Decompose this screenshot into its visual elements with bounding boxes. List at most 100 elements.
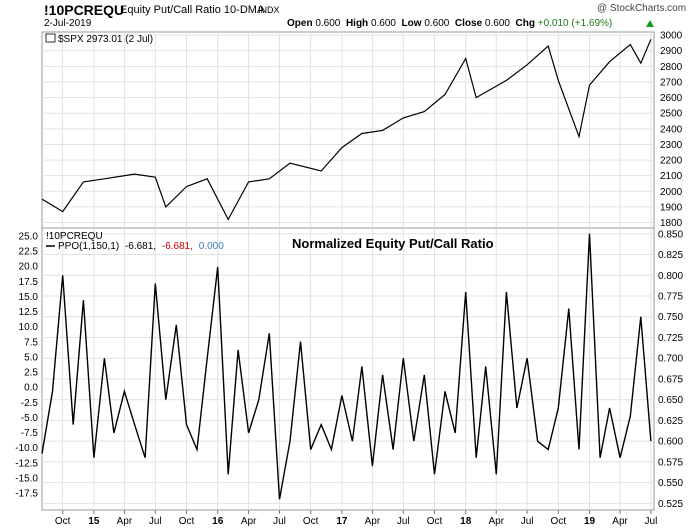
putcall-grid <box>42 228 654 510</box>
x-tick-label: Jul <box>397 516 410 527</box>
x-tick-label: Apr <box>612 516 628 527</box>
x-tick-label: 18 <box>460 516 472 527</box>
ppo-y-tick-label: 10.0 <box>19 322 39 333</box>
ppo-y-tick-label: 7.5 <box>24 337 38 348</box>
x-axis: Oct 15 Apr Jul Oct 16 Apr Jul Oct 17 Apr Jul Oct 18 Ap… <box>55 510 657 527</box>
symbol-title: !10PCREQU <box>44 2 125 18</box>
ratio-y-axis: 0.850 0.825 0.800 0.775 0.750 0.725 0.700 0.675… <box>658 229 683 510</box>
ppo-y-tick-label: 0.0 <box>24 383 38 394</box>
x-tick-label: 19 <box>584 516 596 527</box>
spx-y-tick-label: 2500 <box>660 109 683 120</box>
chg-label: Chg <box>515 18 535 29</box>
spx-y-tick-label: 2400 <box>660 124 683 135</box>
putcall-panel-title: Normalized Equity Put/Call Ratio <box>292 236 494 251</box>
ratio-y-tick-label: 0.600 <box>658 437 683 448</box>
symbol-description: Equity Put/Call Ratio 10-DMA <box>120 4 265 16</box>
ppo-y-tick-label: 25.0 <box>19 232 39 243</box>
x-tick-label: Jul <box>149 516 162 527</box>
spx-price-line <box>41 39 652 221</box>
x-tick-label: Oct <box>179 516 195 527</box>
spx-y-tick-label: 2300 <box>660 140 683 151</box>
ohlc-readout: Open 0.600 High 0.600 Low 0.600 Close 0.… <box>287 18 612 29</box>
high-value: 0.600 <box>370 18 396 29</box>
spx-y-tick-label: 2900 <box>660 46 683 57</box>
ppo-y-tick-label: -10.0 <box>15 443 38 454</box>
date-label: 2-Jul-2019 <box>44 18 92 29</box>
putcall-legend-symbol: !10PCREQU <box>46 231 103 242</box>
ratio-y-tick-label: 0.625 <box>658 416 683 427</box>
ratio-y-tick-label: 0.675 <box>658 374 683 385</box>
spx-y-tick-label: 3000 <box>660 31 683 42</box>
ppo-y-tick-label: -15.0 <box>15 473 38 484</box>
x-tick-label: Apr <box>117 516 133 527</box>
ppo-signal-value: -6.681, <box>162 241 193 252</box>
ratio-y-tick-label: 0.550 <box>658 478 683 489</box>
open-value: 0.600 <box>315 18 341 29</box>
exchange-label: INDX <box>258 5 280 15</box>
spx-panel: 1800 1900 2000 2100 2200 2300 2400 2500 2600 2700… <box>41 31 683 229</box>
x-tick-label: Oct <box>427 516 443 527</box>
spx-y-axis: 1800 1900 2000 2100 2200 2300 2400 2500 2600 2700… <box>660 31 683 229</box>
spx-y-tick-label: 2200 <box>660 156 683 167</box>
putcall-panel: 25.0 22.5 20.0 17.5 15.0 12.5 10.0 7.5 5.0 2.5 0.0… <box>15 227 683 511</box>
ppo-y-tick-label: 15.0 <box>19 292 39 303</box>
x-tick-label: Jul <box>273 516 286 527</box>
ppo-y-tick-label: 17.5 <box>19 277 39 288</box>
putcall-ratio-line <box>41 233 652 500</box>
x-tick-label: Oct <box>551 516 567 527</box>
ppo-y-tick-label: 20.0 <box>19 262 39 273</box>
spx-y-tick-label: 2700 <box>660 77 683 88</box>
chart-header: !10PCREQU Equity Put/Call Ratio 10-DMA I… <box>0 0 700 34</box>
ratio-y-tick-label: 0.850 <box>658 229 683 240</box>
ppo-y-tick-label: 5.0 <box>24 352 38 363</box>
x-tick-label: 15 <box>88 516 100 527</box>
ratio-y-tick-label: 0.800 <box>658 271 683 282</box>
spx-y-tick-label: 2100 <box>660 171 683 182</box>
ppo-y-tick-label: -7.5 <box>21 428 39 439</box>
low-label: Low <box>401 18 422 29</box>
ratio-y-tick-label: 0.650 <box>658 395 683 406</box>
ratio-y-tick-label: 0.825 <box>658 250 683 261</box>
stockcharts-watermark: @ StockCharts.com <box>597 3 687 14</box>
x-tick-label: Oct <box>303 516 319 527</box>
close-label: Close <box>454 18 483 29</box>
spx-y-tick-label: 1900 <box>660 202 683 213</box>
ppo-legend-value: -6.681, <box>125 241 156 252</box>
spx-legend: $SPX 2973.01 (2 Jul) <box>58 34 153 45</box>
spx-y-tick-label: 2600 <box>660 93 683 104</box>
spx-y-tick-label: 2000 <box>660 187 683 198</box>
close-value: 0.600 <box>484 18 510 29</box>
open-label: Open <box>287 18 313 29</box>
ppo-y-tick-label: 2.5 <box>24 368 38 379</box>
ppo-legend: PPO(1,150,1) -6.681, -6.681, 0.000 <box>58 241 224 252</box>
ratio-y-tick-label: 0.775 <box>658 292 683 303</box>
ppo-y-tick-label: -2.5 <box>21 398 39 409</box>
x-tick-label: Apr <box>241 516 257 527</box>
ratio-y-tick-label: 0.575 <box>658 457 683 468</box>
x-tick-label: Apr <box>365 516 381 527</box>
spx-y-tick-label: 2800 <box>660 62 683 73</box>
spx-panel-frame <box>41 31 655 229</box>
ppo-y-tick-label: -17.5 <box>15 489 38 500</box>
ratio-y-tick-label: 0.750 <box>658 312 683 323</box>
chart-style-icon <box>45 33 56 43</box>
x-tick-label: Jul <box>521 516 534 527</box>
high-label: High <box>345 18 369 29</box>
ppo-y-tick-label: -12.5 <box>15 458 38 469</box>
ratio-y-tick-label: 0.725 <box>658 333 683 344</box>
ratio-y-tick-label: 0.700 <box>658 354 683 365</box>
spx-y-tick-label: 1800 <box>660 218 683 229</box>
low-value: 0.600 <box>424 18 450 29</box>
ppo-y-tick-label: 12.5 <box>19 307 39 318</box>
ppo-y-tick-label: 22.5 <box>19 247 39 258</box>
x-tick-label: Apr <box>488 516 504 527</box>
up-arrow-icon <box>646 20 654 27</box>
x-tick-label: Oct <box>55 516 71 527</box>
ppo-y-axis: 25.0 22.5 20.0 17.5 15.0 12.5 10.0 7.5 5.0 2.5 0.0… <box>15 232 38 500</box>
ratio-y-tick-label: 0.525 <box>658 499 683 510</box>
chg-value: +0.010 (+1.69%) <box>537 18 613 29</box>
ppo-y-tick-label: -5.0 <box>21 413 39 424</box>
x-tick-label: 16 <box>212 516 224 527</box>
ppo-histogram-value: 0.000 <box>199 241 224 252</box>
x-tick-label: Jul <box>645 516 658 527</box>
